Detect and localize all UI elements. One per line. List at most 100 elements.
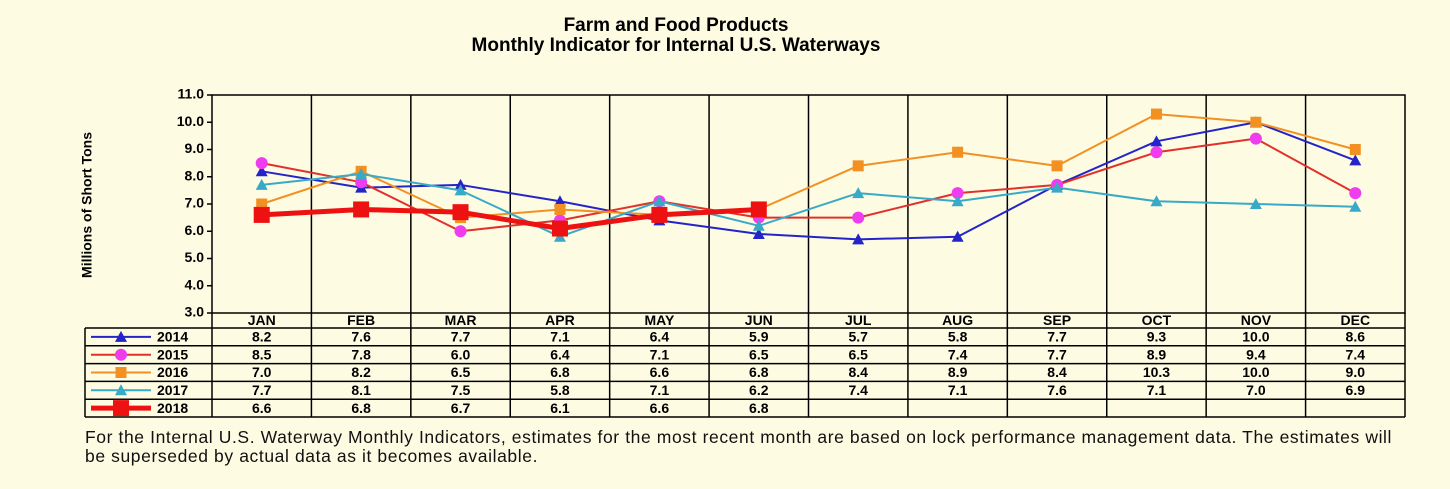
table-value: 7.8 (351, 346, 371, 362)
legend-marker (113, 400, 129, 417)
table-value: 6.0 (451, 346, 471, 362)
x-tick-label: AUG (942, 312, 973, 328)
data-point (752, 227, 765, 239)
table-value: 5.9 (749, 329, 769, 345)
data-point (852, 187, 865, 199)
table-value: 7.4 (1346, 346, 1366, 362)
data-point (752, 219, 765, 231)
data-point (951, 195, 964, 207)
data-point (952, 146, 964, 158)
data-point (554, 203, 566, 215)
table-value: 7.7 (451, 329, 471, 345)
legend-label: 2018 (157, 400, 188, 416)
y-tick-label: 6.0 (185, 222, 205, 238)
table-value: 6.4 (650, 329, 670, 345)
data-point (1150, 135, 1163, 147)
data-point (852, 211, 865, 224)
legend-marker (115, 348, 127, 361)
data-point (551, 220, 568, 237)
table-value: 7.1 (550, 329, 570, 345)
y-tick-label: 11.0 (178, 86, 205, 102)
table-value: 6.2 (749, 382, 769, 398)
x-tick-label: JAN (248, 312, 276, 328)
data-point (452, 204, 469, 221)
table-value: 7.4 (948, 346, 968, 362)
x-tick-label: DEC (1341, 312, 1371, 328)
data-point (353, 201, 370, 218)
table-value: 8.2 (252, 329, 272, 345)
data-point (1250, 116, 1262, 128)
table-value: 8.2 (351, 364, 371, 380)
data-point (750, 201, 767, 218)
table-value: 6.6 (650, 400, 670, 416)
table-value: 10.0 (1242, 329, 1269, 345)
table-value: 8.4 (1047, 364, 1067, 380)
data-point (256, 198, 268, 210)
data-point (355, 168, 368, 180)
table-value: 9.4 (1246, 346, 1266, 362)
data-point (653, 195, 666, 207)
data-point (253, 206, 270, 223)
data-point (1249, 198, 1262, 209)
x-tick-label: SEP (1043, 312, 1071, 328)
x-tick-label: JUN (745, 312, 773, 328)
table-value: 7.1 (650, 382, 670, 398)
y-tick-label: 3.0 (185, 304, 205, 320)
table-value: 7.7 (1047, 329, 1067, 345)
table-value: 8.9 (948, 364, 968, 380)
series-line (261, 173, 1356, 238)
data-point (553, 195, 566, 207)
legend-label: 2017 (157, 382, 188, 398)
y-tick-label: 4.0 (185, 276, 205, 292)
legend-label: 2014 (157, 329, 188, 345)
chart-subtitle: Monthly Indicator for Internal U.S. Wate… (472, 35, 881, 56)
table-value: 5.8 (550, 382, 570, 398)
data-point (951, 187, 964, 200)
table-value: 6.5 (848, 346, 868, 362)
table-value: 5.8 (948, 329, 968, 345)
table-value: 6.6 (252, 400, 272, 416)
table-value: 6.8 (749, 364, 769, 380)
table-value: 6.6 (650, 364, 670, 380)
y-tick-label: 10.0 (177, 113, 204, 129)
table-value: 6.1 (550, 400, 570, 416)
footnote: For the Internal U.S. Waterway Monthly I… (85, 427, 1393, 466)
y-tick-label: 5.0 (185, 249, 205, 265)
x-tick-label: FEB (347, 312, 375, 328)
x-tick-label: MAY (644, 312, 674, 328)
x-tick-label: NOV (1241, 312, 1272, 328)
data-point (255, 165, 268, 177)
table-value: 7.1 (1147, 382, 1167, 398)
table-value: 6.9 (1346, 382, 1366, 398)
table-value: 5.7 (848, 329, 868, 345)
table-value: 7.4 (848, 382, 868, 398)
data-point (454, 184, 467, 196)
table-value: 7.7 (252, 382, 272, 398)
table-value: 10.3 (1143, 364, 1170, 380)
data-point (1150, 146, 1163, 159)
legend-marker (115, 367, 127, 378)
legend-label: 2015 (157, 346, 188, 362)
table-value: 7.0 (1246, 382, 1266, 398)
series-line (261, 137, 1356, 233)
data-point (852, 233, 865, 245)
y-tick-label: 8.0 (185, 167, 205, 183)
table-value: 8.5 (252, 346, 272, 362)
table-value: 9.3 (1147, 329, 1167, 345)
table-value: 7.0 (252, 364, 272, 380)
x-tick-label: JUL (845, 312, 872, 328)
table-value: 10.0 (1242, 364, 1269, 380)
table-value: 6.5 (749, 346, 769, 362)
table-value: 9.0 (1346, 364, 1366, 380)
table-value: 7.5 (451, 382, 471, 398)
data-point (1249, 132, 1262, 145)
data-point (1150, 108, 1162, 120)
table-value: 6.4 (550, 346, 570, 362)
series-line (261, 206, 759, 232)
x-tick-label: OCT (1142, 312, 1172, 328)
table-value: 7.6 (1047, 382, 1067, 398)
table-value: 7.1 (650, 346, 670, 362)
chart-title: Farm and Food Products (564, 15, 789, 36)
data-point (1051, 181, 1064, 193)
